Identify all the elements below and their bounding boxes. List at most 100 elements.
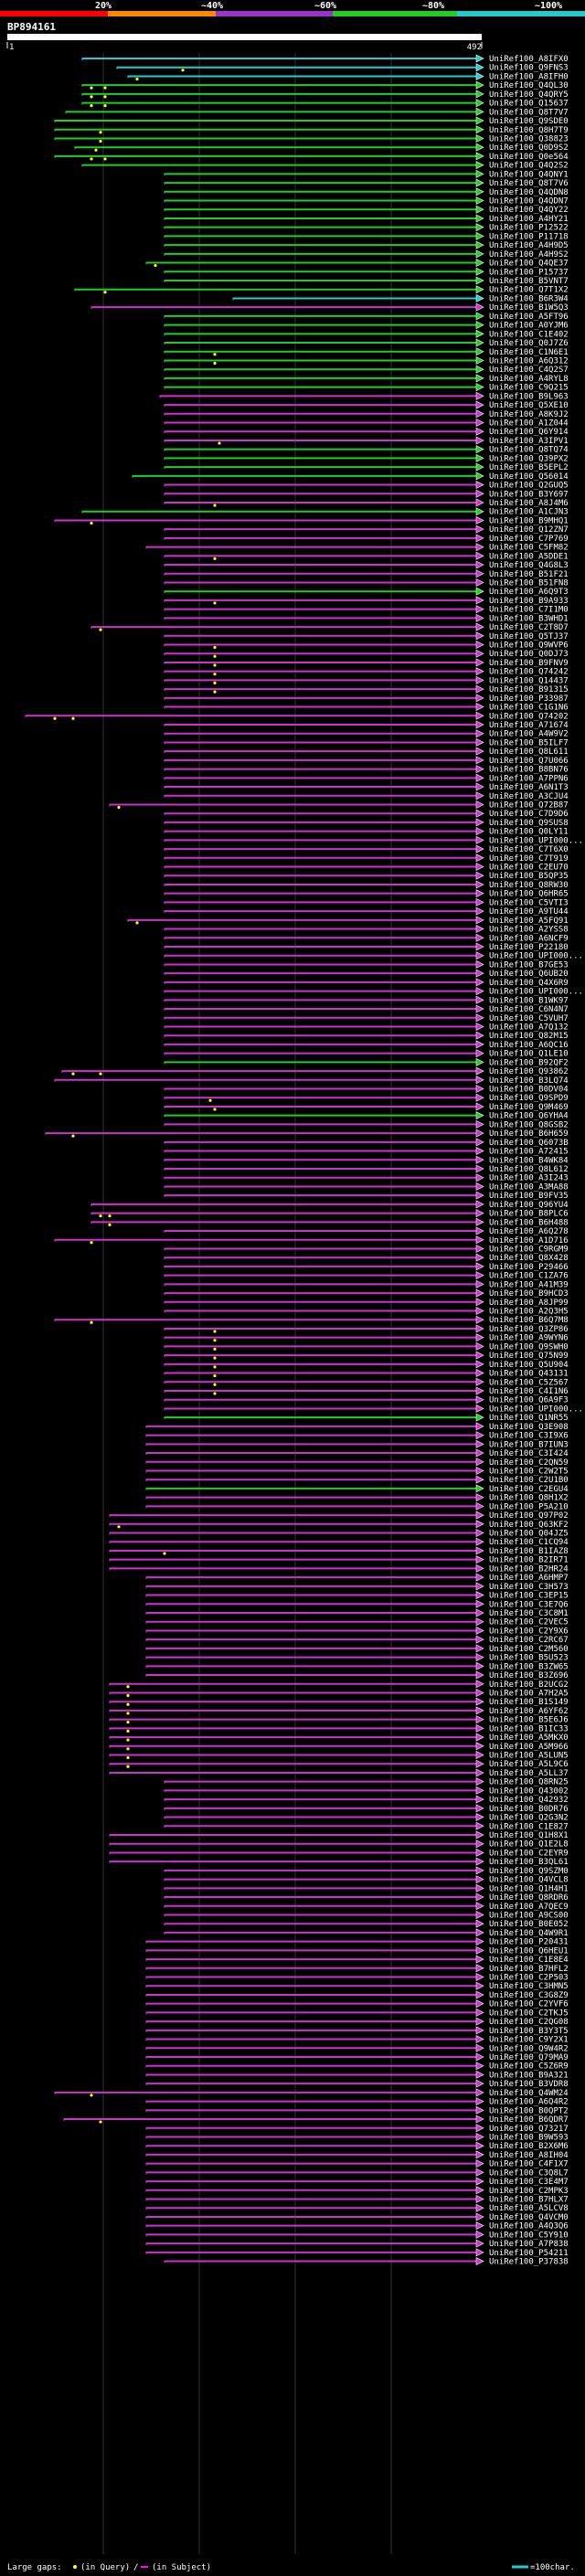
hit-row[interactable]: UniRef100_Q1LE10	[164, 1049, 569, 1059]
hit-label[interactable]: UniRef100_B6Q7M8	[489, 1316, 569, 1325]
hit-row[interactable]: UniRef100_B92QF2	[164, 1057, 569, 1067]
hit-label[interactable]: UniRef100_UPI000...	[489, 952, 583, 961]
hit-label[interactable]: UniRef100_C5VTI3	[489, 898, 569, 907]
hit-label[interactable]: UniRef100_B8PLC6	[489, 1210, 569, 1219]
hit-row[interactable]: UniRef100_Q8X428	[164, 1253, 569, 1263]
hit-label[interactable]: UniRef100_C2EU70	[489, 864, 569, 873]
hit-row[interactable]: UniRef100_B6QDR7	[63, 2115, 569, 2125]
hit-row[interactable]: UniRef100_C1ZA76	[164, 1271, 569, 1281]
hit-row[interactable]: UniRef100_C7T919	[164, 853, 569, 864]
hit-row[interactable]: UniRef100_B3VDR8	[145, 2079, 569, 2089]
hit-label[interactable]: UniRef100_Q0J7Z6	[489, 339, 569, 348]
hit-label[interactable]: UniRef100_C7T6X0	[489, 845, 569, 854]
hit-label[interactable]: UniRef100_B9W593	[489, 2133, 569, 2142]
hit-label[interactable]: UniRef100_A4Q3Q6	[489, 2222, 569, 2231]
hit-row[interactable]: UniRef100_Q3E908	[145, 1422, 569, 1432]
hit-row[interactable]: UniRef100_C2Y9X6	[145, 1626, 569, 1636]
hit-label[interactable]: UniRef100_Q72B87	[489, 800, 569, 810]
hit-label[interactable]: UniRef100_A6Q278	[489, 1227, 569, 1236]
hit-label[interactable]: UniRef100_P29466	[489, 1263, 569, 1272]
hit-row[interactable]: UniRef100_Q15637	[81, 99, 569, 109]
hit-row[interactable]: UniRef100_B0E052	[164, 1919, 569, 1929]
hit-label[interactable]: UniRef100_C1E827	[489, 1822, 569, 1831]
hit-row[interactable]: UniRef100_A5FQ91	[127, 916, 569, 926]
hit-row[interactable]: UniRef100_A3IPV1	[164, 436, 569, 446]
hit-row[interactable]: UniRef100_C3G8Z9	[145, 1990, 569, 2000]
hit-row[interactable]: UniRef100_Q4QE37	[145, 259, 569, 269]
hit-row[interactable]: UniRef100_A9TU44	[164, 906, 569, 917]
hit-row[interactable]: UniRef100_A6N1T3	[164, 782, 569, 792]
hit-label[interactable]: UniRef100_B6QDR7	[489, 2115, 569, 2125]
hit-label[interactable]: UniRef100_A4RYL8	[489, 375, 569, 384]
hit-label[interactable]: UniRef100_Q0D9S2	[489, 143, 569, 153]
hit-row[interactable]: UniRef100_Q4QRY5	[81, 90, 569, 100]
hit-row[interactable]: UniRef100_B2HR24	[109, 1564, 569, 1574]
hit-label[interactable]: UniRef100_A72415	[489, 1148, 569, 1157]
hit-label[interactable]: UniRef100_B9HCD3	[489, 1289, 569, 1299]
hit-label[interactable]: UniRef100_A8IFX0	[489, 55, 569, 64]
hit-label[interactable]: UniRef100_A7Q132	[489, 1023, 569, 1032]
hit-label[interactable]: UniRef100_P37838	[489, 2258, 569, 2267]
hit-label[interactable]: UniRef100_Q8H7T9	[489, 126, 569, 135]
hit-row[interactable]: UniRef100_B1W5Q3	[90, 302, 569, 313]
hit-label[interactable]: UniRef100_B5QP35	[489, 872, 569, 881]
hit-row[interactable]: UniRef100_Q4Q2S2	[81, 161, 569, 171]
hit-row[interactable]: UniRef100_Q96YU4	[90, 1200, 569, 1210]
hit-row[interactable]: UniRef100_C4Q2S7	[164, 365, 569, 375]
hit-label[interactable]: UniRef100_A9CS00	[489, 1911, 569, 1920]
hit-label[interactable]: UniRef100_C3C8M1	[489, 1609, 569, 1618]
hit-row[interactable]: UniRef100_B1S149	[109, 1697, 569, 1707]
hit-label[interactable]: UniRef100_A41M39	[489, 1280, 569, 1289]
hit-row[interactable]: UniRef100_C3C8M1	[145, 1608, 569, 1618]
hit-row[interactable]: UniRef100_A8J4M6	[164, 498, 569, 508]
hit-label[interactable]: UniRef100_Q3ZP86	[489, 1325, 569, 1334]
hit-label[interactable]: UniRef100_Q6A9F3	[489, 1396, 569, 1405]
hit-row[interactable]: UniRef100_Q4VCM0	[145, 2212, 569, 2222]
hit-label[interactable]: UniRef100_C9RGM9	[489, 1245, 569, 1254]
hit-row[interactable]: UniRef100_B9W593	[145, 2132, 569, 2142]
hit-label[interactable]: UniRef100_C2U1B0	[489, 1476, 569, 1485]
hit-row[interactable]: UniRef100_C3H573	[145, 1582, 569, 1592]
hit-label[interactable]: UniRef100_B0DV04	[489, 1086, 569, 1095]
hit-row[interactable]: UniRef100_Q4QDN8	[164, 187, 569, 197]
hit-row[interactable]: UniRef100_Q8T7V6	[164, 178, 569, 188]
hit-row[interactable]: UniRef100_A71674	[164, 720, 569, 730]
hit-label[interactable]: UniRef100_P33987	[489, 694, 569, 704]
hit-label[interactable]: UniRef100_B5E6J6	[489, 1716, 569, 1725]
hit-label[interactable]: UniRef100_Q4WM24	[489, 2089, 569, 2098]
hit-row[interactable]: UniRef100_B7GE53	[164, 959, 569, 970]
hit-row[interactable]: UniRef100_Q12ZN7	[164, 525, 569, 535]
hit-row[interactable]: UniRef100_C2EYR9	[109, 1848, 569, 1858]
hit-row[interactable]: UniRef100_B6H659	[45, 1129, 569, 1139]
hit-label[interactable]: UniRef100_B6H488	[489, 1218, 569, 1227]
hit-row[interactable]: UniRef100_C1N6E1	[164, 347, 569, 357]
hit-row[interactable]: UniRef100_A6Q278	[164, 1226, 569, 1236]
hit-label[interactable]: UniRef100_Q4QNY1	[489, 170, 569, 179]
hit-label[interactable]: UniRef100_B7HFL2	[489, 1965, 569, 1974]
hit-label[interactable]: UniRef100_C2QG08	[489, 2018, 569, 2027]
hit-row[interactable]: UniRef100_C1E402	[164, 329, 569, 339]
hit-label[interactable]: UniRef100_B3LQ74	[489, 1076, 569, 1086]
hit-row[interactable]: UniRef100_C7D9D6	[164, 809, 569, 819]
hit-label[interactable]: UniRef100_Q4QDN8	[489, 188, 569, 197]
hit-label[interactable]: UniRef100_B5EPL2	[489, 463, 569, 472]
hit-row[interactable]: UniRef100_A7PPN6	[164, 773, 569, 783]
hit-row[interactable]: UniRef100_Q8GSB2	[164, 1119, 569, 1129]
hit-label[interactable]: UniRef100_B2UCG2	[489, 1680, 569, 1690]
hit-label[interactable]: UniRef100_Q2GUQ5	[489, 482, 569, 491]
hit-label[interactable]: UniRef100_A4W9V2	[489, 730, 569, 739]
hit-row[interactable]: UniRef100_Q9SWH0	[164, 1341, 569, 1352]
hit-row[interactable]: UniRef100_B9A321	[145, 2070, 569, 2080]
hit-row[interactable]: UniRef100_Q4W9R1	[164, 1928, 569, 1938]
hit-row[interactable]: UniRef100_A5DDE1	[164, 551, 569, 561]
hit-label[interactable]: UniRef100_A9WYN6	[489, 1334, 569, 1343]
hit-label[interactable]: UniRef100_Q42932	[489, 1796, 569, 1805]
hit-label[interactable]: UniRef100_A5LL37	[489, 1769, 569, 1778]
hit-label[interactable]: UniRef100_C3G8Z9	[489, 1991, 569, 2000]
hit-label[interactable]: UniRef100_C2EGU4	[489, 1485, 569, 1494]
hit-label[interactable]: UniRef100_A3MA88	[489, 1182, 569, 1192]
hit-label[interactable]: UniRef100_UPI000...	[489, 988, 583, 997]
hit-label[interactable]: UniRef100_A1D716	[489, 1236, 569, 1246]
hit-label[interactable]: UniRef100_B9A321	[489, 2071, 569, 2080]
hit-row[interactable]: UniRef100_P22180	[164, 942, 569, 952]
